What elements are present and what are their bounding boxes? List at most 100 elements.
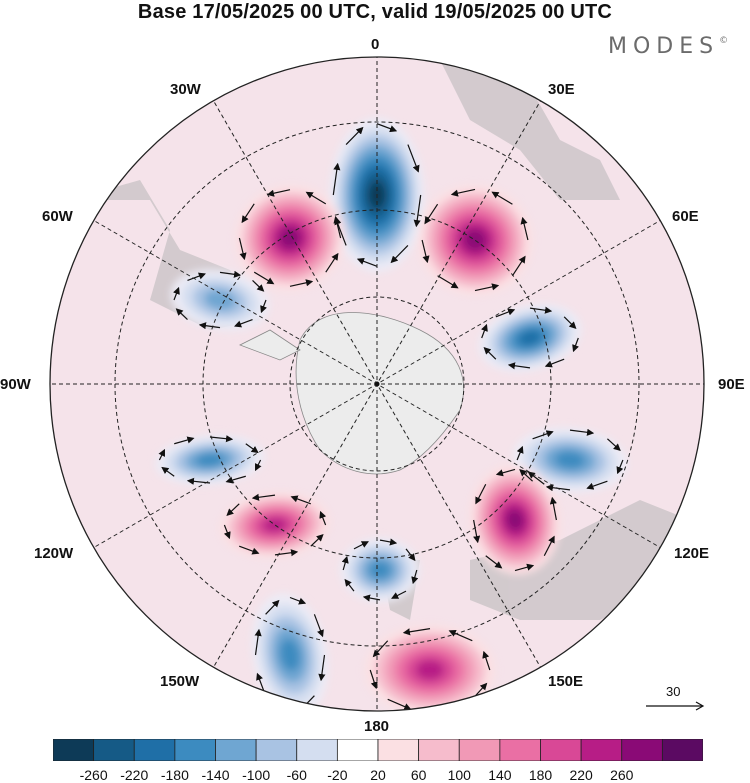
wind-vector-arrow: [313, 614, 324, 638]
wind-vector-arrow: [516, 445, 524, 461]
negative-anomaly-contour: [369, 561, 391, 579]
wind-vector-arrow: [273, 705, 291, 711]
wind-vector-arrow: [345, 126, 364, 146]
wind-vector-arrow: [341, 555, 349, 571]
wind-vector-arrow: [344, 578, 355, 592]
antarctica-land: [295, 312, 464, 475]
wind-vector-arrow: [379, 538, 398, 546]
wind-vector-arrow: [429, 704, 458, 711]
wind-vector-arrow: [402, 628, 431, 636]
wind-vector-arrow: [161, 466, 175, 477]
colorbar-tick-label: -140: [201, 767, 230, 783]
wind-vector-arrow: [390, 244, 409, 264]
wind-vector-arrow: [543, 535, 555, 557]
wind-vector-arrow: [507, 362, 531, 370]
colorbar-tick-label: -60: [286, 767, 307, 783]
colorbar-tick-label: 140: [488, 767, 512, 783]
colorbar-swatch: [336, 739, 379, 761]
wind-vector-arrow: [387, 698, 412, 711]
colorbar-swatch: [621, 739, 663, 761]
wind-vector-arrow: [225, 475, 246, 484]
colorbar-swatch: [458, 739, 501, 761]
wind-vector-arrow: [544, 358, 565, 368]
wind-vector-arrow: [495, 468, 516, 477]
wind-vector-arrow: [253, 271, 275, 285]
brand-logo: MODES©: [608, 34, 729, 59]
wind-vector-arrow: [437, 275, 459, 289]
wind-vector-arrow: [482, 650, 491, 671]
wind-vector-arrow: [407, 144, 420, 173]
wind-vector-arrow: [175, 308, 188, 320]
wind-vector-arrow: [209, 435, 234, 443]
colorbar-swatch: [53, 739, 95, 761]
antarctic-peninsula: [239, 329, 301, 361]
positive-anomaly-contour: [262, 517, 288, 533]
wind-vector-arrow: [174, 436, 195, 445]
wind-vector-arrow: [238, 237, 247, 261]
colorbar-tick-label: 260: [610, 767, 634, 783]
wind-vector-arrow: [158, 448, 165, 461]
colorbar-tick-label: -100: [242, 767, 271, 783]
positive-anomaly-contour: [464, 229, 486, 251]
map-title: Base 17/05/2025 00 UTC, valid 19/05/2025…: [137, 1, 613, 23]
lon-label-30e: 30E: [548, 81, 575, 98]
wind-vector-arrow: [450, 188, 476, 197]
positive-anomaly-contour: [415, 660, 445, 680]
colorbar-swatch: [580, 739, 623, 761]
colorbar-swatch: [540, 739, 582, 761]
colorbar: [53, 739, 703, 761]
colorbar-tick-label: 180: [528, 767, 553, 783]
colorbar-swatch: [255, 739, 298, 761]
wind-vector-arrow: [289, 279, 314, 287]
wind-vector-arrow: [424, 203, 439, 225]
wind-vector-arrow: [529, 306, 553, 314]
wind-vector-arrow: [616, 459, 624, 475]
wind-vector-arrow: [187, 272, 206, 282]
lon-label-90e: 90E: [718, 376, 745, 393]
wind-vector-arrow: [239, 545, 260, 555]
wind-vector-arrow: [241, 203, 255, 224]
colorbar-swatch: [377, 739, 420, 761]
wind-vector-arrow: [234, 318, 253, 328]
wind-vector-arrow: [586, 480, 608, 490]
wind-vector-arrow: [255, 459, 262, 472]
wind-vector-arrow: [173, 286, 180, 301]
wind-vector-arrow: [265, 599, 280, 615]
wind-vector-arrow: [318, 654, 326, 682]
wind-vector-arrow: [475, 483, 487, 505]
wind-vector-arrow: [473, 519, 481, 544]
colorbar-swatch: [296, 739, 338, 761]
wind-vector-arrow: [289, 596, 307, 605]
lon-label-120e: 120E: [674, 545, 710, 562]
wind-vector-arrow: [411, 569, 419, 585]
colorbar-swatch: [93, 739, 135, 761]
colorbar-tick-label: -180: [160, 767, 189, 783]
wind-vector-arrow: [527, 471, 545, 485]
lon-label-150e: 150E: [548, 673, 584, 690]
africa-land: [440, 60, 620, 200]
reference-vector-arrow: [646, 701, 705, 711]
positive-anomaly-contour: [506, 509, 524, 531]
wind-vector-arrow: [198, 322, 221, 330]
wind-vector-arrow: [511, 255, 526, 277]
colorbar-swatch: [215, 739, 257, 761]
wind-vector-arrow: [332, 162, 341, 196]
lon-label-90w: 90W: [0, 376, 31, 393]
wind-vector-arrow: [549, 496, 557, 521]
wind-vector-arrow: [254, 628, 262, 656]
colorbar-tick-label: 100: [447, 767, 471, 783]
lon-label-0: 0: [371, 36, 380, 53]
wind-vector-arrow: [333, 215, 342, 239]
negative-anomaly-contour: [195, 453, 225, 467]
negative-anomaly-contour: [280, 638, 300, 672]
colorbar-tick-label: 60: [410, 767, 427, 783]
wind-vector-arrow: [356, 257, 378, 267]
wind-vector-arrow: [245, 443, 259, 454]
pole-marker: [374, 381, 380, 387]
wind-vector-arrow: [353, 541, 369, 550]
negative-anomaly-contour: [555, 451, 585, 469]
wind-vector-arrow: [448, 629, 473, 642]
negative-anomaly-contour: [518, 330, 542, 346]
lon-label-60e: 60E: [672, 208, 699, 225]
